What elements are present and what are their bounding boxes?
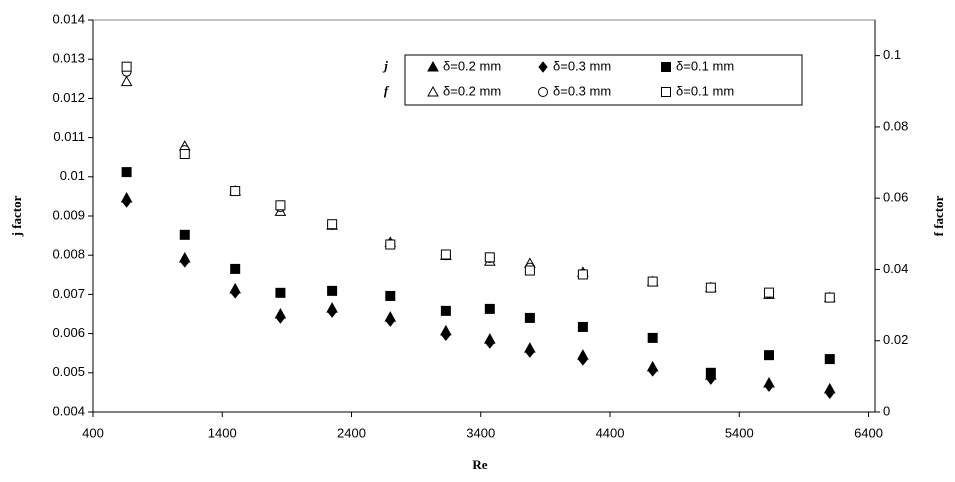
- y-tick-label: 0.008: [52, 247, 85, 262]
- legend-marker: [661, 87, 671, 97]
- legend-label: δ=0.2 mm: [443, 83, 501, 98]
- y-tick-label: 0.006: [52, 325, 85, 340]
- x-tick-label: 400: [82, 425, 104, 440]
- data-point: [121, 61, 132, 72]
- data-point: [327, 306, 337, 318]
- y-tick-label: 0.01: [60, 168, 85, 183]
- data-point: [824, 354, 835, 365]
- y2-tick-label: 0: [883, 403, 890, 418]
- data-point: [385, 239, 396, 250]
- legend-marker: [427, 85, 439, 97]
- data-point: [648, 365, 658, 377]
- y2-tick-label: 0.06: [883, 190, 908, 205]
- x-tick-label: 3400: [466, 425, 495, 440]
- data-point: [825, 387, 835, 399]
- legend-label: δ=0.3 mm: [553, 83, 611, 98]
- data-point: [525, 346, 535, 358]
- data-point: [179, 148, 190, 159]
- legend-marker: [427, 60, 439, 72]
- data-point: [230, 186, 241, 197]
- data-point: [275, 312, 286, 324]
- y-tick-label: 0.004: [52, 403, 85, 418]
- legend-label: δ=0.2 mm: [443, 58, 501, 73]
- data-point: [578, 354, 588, 366]
- y-tick-label: 0.009: [52, 207, 85, 222]
- data-point: [440, 305, 451, 316]
- data-point: [577, 269, 588, 280]
- data-point: [485, 337, 495, 349]
- legend-label: δ=0.1 mm: [676, 83, 734, 98]
- y2-tick-label: 0.02: [883, 332, 908, 347]
- legend-box: [404, 54, 803, 106]
- legend-row-label: f: [384, 83, 390, 98]
- data-point: [764, 380, 774, 392]
- y2-tick-label: 0.1: [883, 47, 901, 62]
- data-point: [577, 321, 588, 332]
- y-tick-label: 0.005: [52, 364, 85, 379]
- x-tick-label: 6400: [854, 425, 883, 440]
- data-point: [484, 303, 495, 314]
- data-point: [230, 263, 241, 274]
- legend-marker: [538, 87, 548, 97]
- data-point: [385, 315, 395, 327]
- y-tick-label: 0.014: [52, 11, 85, 26]
- y-tick-label: 0.012: [52, 90, 85, 105]
- legend-marker: [538, 61, 548, 73]
- y-tick-label: 0.007: [52, 286, 85, 301]
- legend-label: δ=0.3 mm: [553, 58, 611, 73]
- data-point: [764, 287, 775, 298]
- data-point: [327, 285, 338, 296]
- data-point: [647, 276, 658, 287]
- y-axis-label: j factor: [9, 195, 24, 237]
- data-point: [180, 256, 190, 268]
- legend-label: δ=0.1 mm: [676, 58, 734, 73]
- data-point: [120, 75, 133, 87]
- data-point: [705, 367, 716, 378]
- y-tick-label: 0.013: [52, 51, 85, 66]
- x-axis-label: Re: [472, 457, 487, 472]
- data-point: [441, 329, 451, 341]
- data-point: [327, 219, 338, 230]
- data-point: [275, 200, 286, 211]
- data-point: [275, 287, 286, 298]
- data-point: [440, 249, 451, 260]
- x-tick-label: 5400: [725, 425, 754, 440]
- legend-row-label: j: [382, 58, 388, 73]
- data-point: [524, 265, 535, 276]
- x-tick-label: 1400: [208, 425, 237, 440]
- data-point: [385, 290, 396, 301]
- data-point: [484, 252, 495, 263]
- data-point: [647, 332, 658, 343]
- legend-marker: [661, 62, 671, 72]
- data-point: [179, 229, 190, 240]
- data-point: [121, 167, 132, 178]
- x-tick-label: 4400: [596, 425, 625, 440]
- data-point: [121, 196, 132, 208]
- data-point: [824, 292, 835, 303]
- y2-axis-label: f factor: [931, 195, 946, 236]
- data-point: [524, 312, 535, 323]
- data-point: [230, 287, 240, 299]
- y2-tick-label: 0.04: [883, 261, 908, 276]
- y-tick-label: 0.011: [53, 129, 85, 144]
- x-tick-label: 2400: [337, 425, 366, 440]
- data-point: [705, 282, 716, 293]
- data-point: [764, 350, 775, 361]
- y2-tick-label: 0.08: [883, 118, 908, 133]
